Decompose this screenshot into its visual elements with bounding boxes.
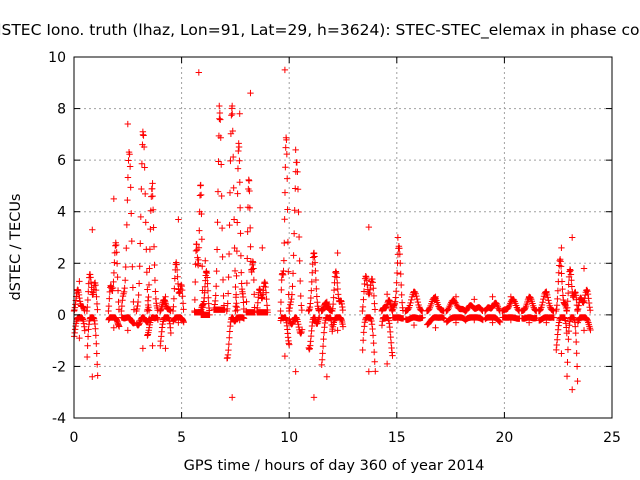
chart-title: dSTEC Iono. truth (lhaz, Lon=91, Lat=29,… [0, 21, 640, 40]
data-arc-2 [105, 195, 123, 331]
x-tick-label: 25 [603, 430, 621, 446]
y-tick-label: -2 [52, 359, 66, 375]
data-arc-16 [286, 146, 306, 375]
y-tick-label: 6 [57, 153, 66, 169]
x-tick-label: 10 [280, 430, 298, 446]
data-points [70, 66, 594, 401]
data-arc-13 [242, 89, 258, 316]
y-tick-label: 4 [57, 205, 66, 221]
y-tick-label: 0 [57, 308, 66, 324]
plot-frame [73, 56, 613, 419]
data-arc-9 [197, 257, 213, 319]
x-tick-label: 15 [388, 430, 406, 446]
data-arc-11 [223, 102, 241, 401]
data-arc-3 [118, 120, 138, 334]
data-arc-12 [232, 110, 248, 324]
axis-ticks: 0 5 10 15 20 25 -4 -2 0 2 4 6 8 10 [48, 50, 621, 446]
x-tick-label: 20 [495, 430, 513, 446]
data-arc-27 [481, 293, 504, 326]
data-arc-1 [83, 226, 101, 380]
data-arc-33 [574, 265, 594, 334]
data-arc-17 [305, 249, 323, 401]
x-axis-label: GPS time / hours of day 360 of year 2014 [184, 458, 485, 474]
y-tick-label: 2 [57, 256, 66, 272]
data-arc-10 [210, 102, 228, 313]
data-arc-5 [143, 180, 162, 349]
x-tick-label: 5 [177, 430, 186, 446]
data-arc-15 [277, 66, 293, 360]
y-tick-label: 8 [57, 102, 66, 118]
data-arc-6 [156, 293, 175, 352]
data-arc-7 [169, 216, 187, 326]
data-arc-22 [389, 234, 407, 324]
x-tick-label: 0 [70, 430, 79, 446]
data-arc-20 [359, 223, 379, 375]
data-arc-32 [563, 234, 581, 393]
data-arc-19 [329, 249, 347, 334]
data-arc-23 [402, 288, 426, 329]
data-arc-28 [499, 293, 523, 324]
data-arc-24 [423, 293, 448, 331]
y-tick-label: 10 [48, 50, 66, 66]
y-tick-label: -4 [52, 411, 66, 427]
data-arc-26 [462, 296, 487, 324]
data-arc-14 [253, 244, 271, 316]
y-axis-label: dSTEC / TECUs [8, 194, 24, 301]
